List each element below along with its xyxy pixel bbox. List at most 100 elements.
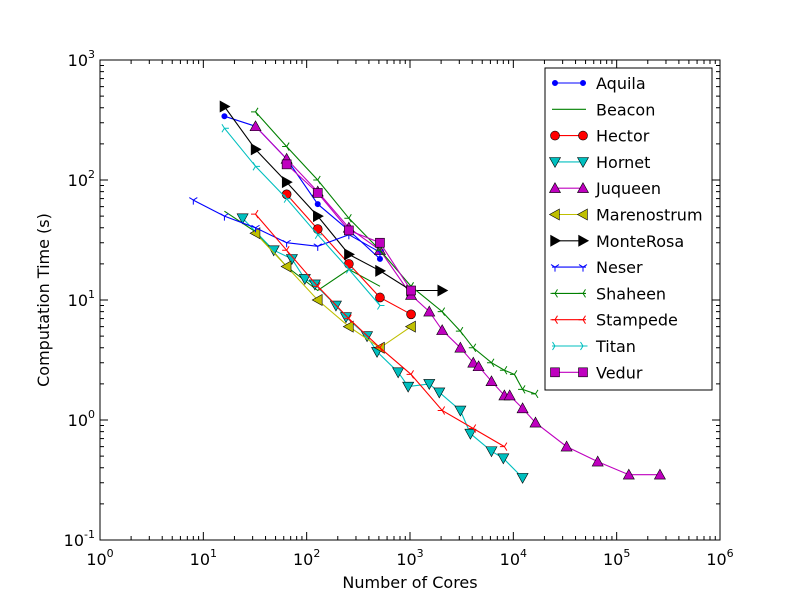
data-point-aquila	[221, 113, 228, 120]
data-point-shaheen	[486, 358, 495, 368]
data-point-hornet	[236, 213, 249, 225]
data-point-vedur	[344, 225, 354, 236]
legend-label-titan: Titan	[595, 337, 636, 356]
data-point-monterosa	[344, 248, 355, 261]
data-point-neser	[282, 239, 291, 248]
legend-marker-titan	[552, 341, 560, 351]
data-point-shaheen	[509, 370, 518, 379]
legend-marker-aquila	[580, 80, 586, 86]
data-point-stampede	[437, 406, 446, 415]
y-tick-label: 103	[68, 48, 95, 70]
x-tick-label: 100	[86, 547, 113, 569]
data-point-juqueen	[454, 341, 467, 353]
legend-marker-neser	[550, 264, 560, 272]
data-point-juqueen	[436, 324, 449, 335]
legend-label-hornet: Hornet	[596, 153, 650, 172]
x-tick-label-base: 10	[706, 550, 726, 569]
data-point-hornet	[454, 405, 467, 417]
series-line-marenostrum	[255, 232, 412, 349]
legend-item-vedur: Vedur	[550, 363, 643, 382]
series-stampede	[251, 209, 508, 451]
x-tick-label-exponent: 6	[727, 547, 734, 560]
y-tick-label: 10-1	[64, 528, 95, 550]
data-point-hornet	[485, 446, 498, 458]
data-point-juqueen	[485, 375, 498, 387]
y-tick-label-exponent: 3	[88, 48, 95, 61]
x-tick-label-base: 10	[500, 550, 520, 569]
data-point-neser	[313, 243, 323, 251]
y-tick-label: 100	[68, 408, 95, 430]
data-point-titan	[283, 194, 292, 203]
legend-label-monterosa: MonteRosa	[596, 232, 684, 251]
data-point-shaheen	[455, 326, 464, 336]
x-tick-label: 106	[706, 547, 733, 569]
data-point-vedur	[281, 159, 292, 170]
x-tick-label-base: 10	[86, 550, 106, 569]
data-point-juqueen	[467, 356, 480, 368]
y-tick-label-base: 10	[64, 531, 84, 550]
legend-item-aquila: Aquila	[552, 74, 646, 93]
data-point-monterosa	[250, 143, 262, 156]
data-point-monterosa	[281, 176, 293, 189]
x-tick-label: 104	[500, 547, 527, 569]
data-point-juqueen	[653, 468, 666, 480]
data-point-hornet	[402, 381, 415, 393]
x-tick-label: 103	[396, 547, 423, 569]
data-point-shaheen	[344, 213, 352, 223]
data-point-juqueen	[516, 402, 529, 414]
legend-item-hornet: Hornet	[548, 153, 650, 172]
data-point-neser	[220, 213, 229, 221]
data-point-juqueen	[249, 120, 262, 132]
data-point-hector	[375, 292, 385, 303]
data-point-marenostrum	[342, 320, 354, 333]
series-line-aquila	[224, 115, 381, 260]
x-tick-label: 101	[190, 547, 217, 569]
legend-marker-neser	[578, 264, 588, 272]
legend-item-monterosa: MonteRosa	[550, 232, 684, 251]
series-line-titan	[223, 127, 381, 306]
data-point-aquila	[314, 201, 321, 208]
legend-item-stampede: Stampede	[550, 311, 678, 330]
data-point-marenostrum	[249, 227, 261, 240]
legend-marker-marenostrum	[548, 208, 560, 221]
legend-label-vedur: Vedur	[596, 363, 643, 382]
data-point-marenostrum	[311, 293, 323, 307]
series-line-shaheen	[255, 111, 536, 395]
legend-marker-titan	[580, 341, 588, 351]
data-point-hector	[312, 224, 323, 234]
data-point-shaheen	[468, 343, 477, 353]
data-point-juqueen	[423, 305, 436, 317]
legend-item-titan: Titan	[552, 337, 636, 356]
legend-label-beacon: Beacon	[596, 100, 655, 119]
data-point-vedur	[312, 188, 323, 198]
data-point-stampede	[251, 209, 259, 219]
data-point-vedur	[375, 237, 385, 248]
legend-label-aquila: Aquila	[596, 74, 646, 93]
data-point-titan	[314, 230, 323, 239]
data-point-juqueen	[560, 440, 573, 452]
data-point-juqueen	[472, 360, 485, 372]
data-point-stampede	[313, 282, 321, 291]
data-point-shaheen	[437, 307, 446, 316]
data-point-titan	[252, 162, 261, 171]
x-tick-label-exponent: 4	[520, 547, 527, 560]
legend-marker-stampede	[578, 315, 586, 324]
series-hector	[281, 189, 416, 320]
x-tick-label-exponent: 2	[313, 547, 320, 560]
data-point-marenostrum	[404, 320, 416, 333]
legend-label-hector: Hector	[596, 127, 650, 146]
data-point-titan	[221, 123, 229, 133]
legend-marker-hector	[550, 130, 560, 141]
series-vedur	[281, 159, 416, 296]
x-tick-label-base: 10	[293, 550, 313, 569]
y-tick-label-exponent: 2	[88, 168, 95, 181]
series-titan	[221, 123, 385, 310]
data-point-stampede	[468, 424, 477, 433]
data-point-hector	[344, 259, 354, 269]
data-point-stampede	[344, 314, 352, 323]
legend-item-marenostrum: Marenostrum	[548, 206, 703, 225]
data-point-hornet	[329, 300, 342, 312]
data-point-shaheen	[518, 385, 526, 394]
x-tick-label-base: 10	[603, 550, 623, 569]
